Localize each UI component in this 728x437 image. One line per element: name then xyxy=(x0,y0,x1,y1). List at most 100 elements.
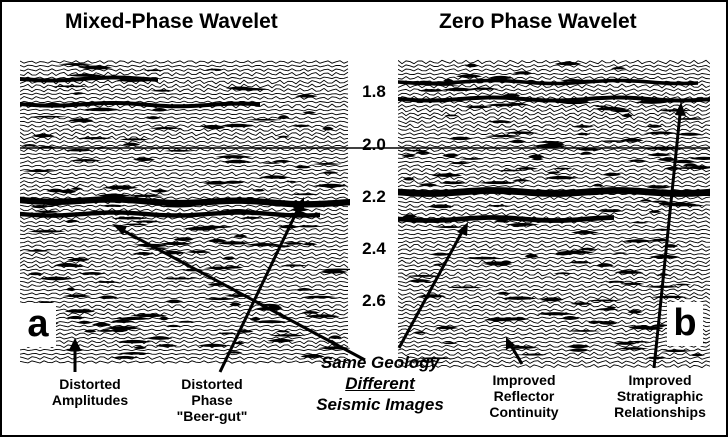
reflection-peak xyxy=(122,142,141,146)
caption-improved-stratigraphic: Improved Stratigraphic Relationships xyxy=(598,372,722,420)
reflection-peak xyxy=(262,162,281,164)
reflection-peak xyxy=(155,344,178,348)
reflection-peak xyxy=(588,320,601,324)
reflection-peak xyxy=(253,320,288,324)
reflection-peak xyxy=(165,324,181,328)
reflection-peak xyxy=(296,287,313,291)
reflection-peak xyxy=(566,344,591,349)
reflection-peak xyxy=(24,249,51,252)
reflection-peak xyxy=(27,229,66,233)
reflection-peak xyxy=(650,200,670,203)
reflection-peak xyxy=(412,331,427,334)
reflection-peak xyxy=(597,209,624,213)
reflection-peak xyxy=(648,210,662,213)
reflection-peak xyxy=(570,230,599,234)
reflection-peak xyxy=(233,234,248,238)
reflection-peak xyxy=(444,114,459,117)
reflection-peak xyxy=(115,317,153,321)
arrowhead-improved-reflector xyxy=(506,337,515,350)
reflection-peak xyxy=(528,154,545,159)
reflection-peak xyxy=(145,116,161,120)
reflection-peak xyxy=(442,342,458,345)
reflection-peak xyxy=(277,115,290,120)
reflection-peak xyxy=(151,108,168,112)
reflection-peak xyxy=(418,294,446,298)
reflection-peak xyxy=(464,63,479,68)
reflection-peak xyxy=(29,115,68,118)
reflection-peak xyxy=(121,223,149,226)
reflection-peak xyxy=(646,185,671,189)
caption-same-geology: Same Geology Different Seismic Images xyxy=(285,352,475,415)
reflection-peak xyxy=(602,172,622,177)
panel-label-b: b xyxy=(667,302,703,346)
reflection-peak xyxy=(240,216,263,219)
reflection-peak xyxy=(62,294,92,298)
caption-line: Improved xyxy=(628,372,692,388)
reflection-peak xyxy=(102,185,139,190)
reflection-peak xyxy=(258,175,291,179)
reflection-peak xyxy=(415,150,431,155)
reflection-peak xyxy=(432,263,445,266)
caption-distorted-amplitudes: Distorted Amplitudes xyxy=(40,376,140,408)
reflection-peak xyxy=(38,276,73,281)
reflection-peak xyxy=(31,133,55,138)
reflection-peak xyxy=(132,220,162,223)
caption-line: Improved xyxy=(492,372,556,388)
reflection-peak xyxy=(94,280,121,283)
reflection-peak xyxy=(69,64,83,66)
arrowhead-distorted-phase xyxy=(293,197,304,211)
reflection-peak xyxy=(617,347,649,350)
reflection-peak xyxy=(439,181,467,185)
reflection-peak xyxy=(143,69,164,72)
reflection-peak xyxy=(21,144,38,147)
arrowhead-distorted-amplitudes xyxy=(69,338,81,350)
reflection-peak xyxy=(53,263,81,268)
reflection-peak xyxy=(66,315,85,320)
reflection-peak xyxy=(27,272,44,276)
reflection-peak xyxy=(225,86,254,90)
reflection-peak xyxy=(403,149,428,152)
reflection-peak xyxy=(150,189,169,193)
caption-line: Distorted xyxy=(181,376,243,392)
reflection-peak xyxy=(185,250,212,254)
reflection-peak xyxy=(449,161,470,165)
reflection-peak xyxy=(76,320,93,325)
reflection-peak xyxy=(688,165,710,170)
reflection-peak xyxy=(82,107,121,112)
arrowhead-improved-stratigraphic xyxy=(675,102,686,116)
reflection-peak xyxy=(284,180,298,183)
reflection-peak xyxy=(434,225,464,229)
reflection-peak xyxy=(512,179,530,182)
reflection-peak xyxy=(177,320,196,323)
reflection-peak xyxy=(576,148,602,151)
reflection-peak xyxy=(111,355,139,359)
reflection-peak xyxy=(646,124,663,128)
reflection-peak xyxy=(207,238,227,243)
reflection-peak xyxy=(532,143,567,148)
reflection-peak xyxy=(689,353,705,357)
reflection-peak xyxy=(496,169,524,172)
reflection-peak xyxy=(322,126,334,131)
reflection-peak xyxy=(320,184,337,187)
reflection-peak xyxy=(613,341,637,345)
reflection-peak xyxy=(622,239,654,243)
reflection-peak xyxy=(480,261,512,265)
arrow-improved-stratigraphic xyxy=(652,113,682,369)
reflection-peak xyxy=(246,118,283,121)
reflection-peak xyxy=(304,314,340,318)
reflection-peak xyxy=(64,309,96,313)
reflection-peak xyxy=(674,283,692,286)
reflection-peak xyxy=(233,341,245,345)
reflection-peak xyxy=(97,193,131,198)
reflection-peak xyxy=(495,291,511,295)
reflection-peak xyxy=(647,153,672,157)
reflection-peak xyxy=(273,245,292,248)
caption-line: Seismic Images xyxy=(316,395,444,414)
reflection-peak xyxy=(269,334,306,337)
reflection-peak xyxy=(165,299,184,304)
caption-distorted-phase: Distorted Phase "Beer-gut" xyxy=(162,376,262,424)
reflection-peak xyxy=(442,87,476,92)
reflection-peak xyxy=(595,321,617,324)
